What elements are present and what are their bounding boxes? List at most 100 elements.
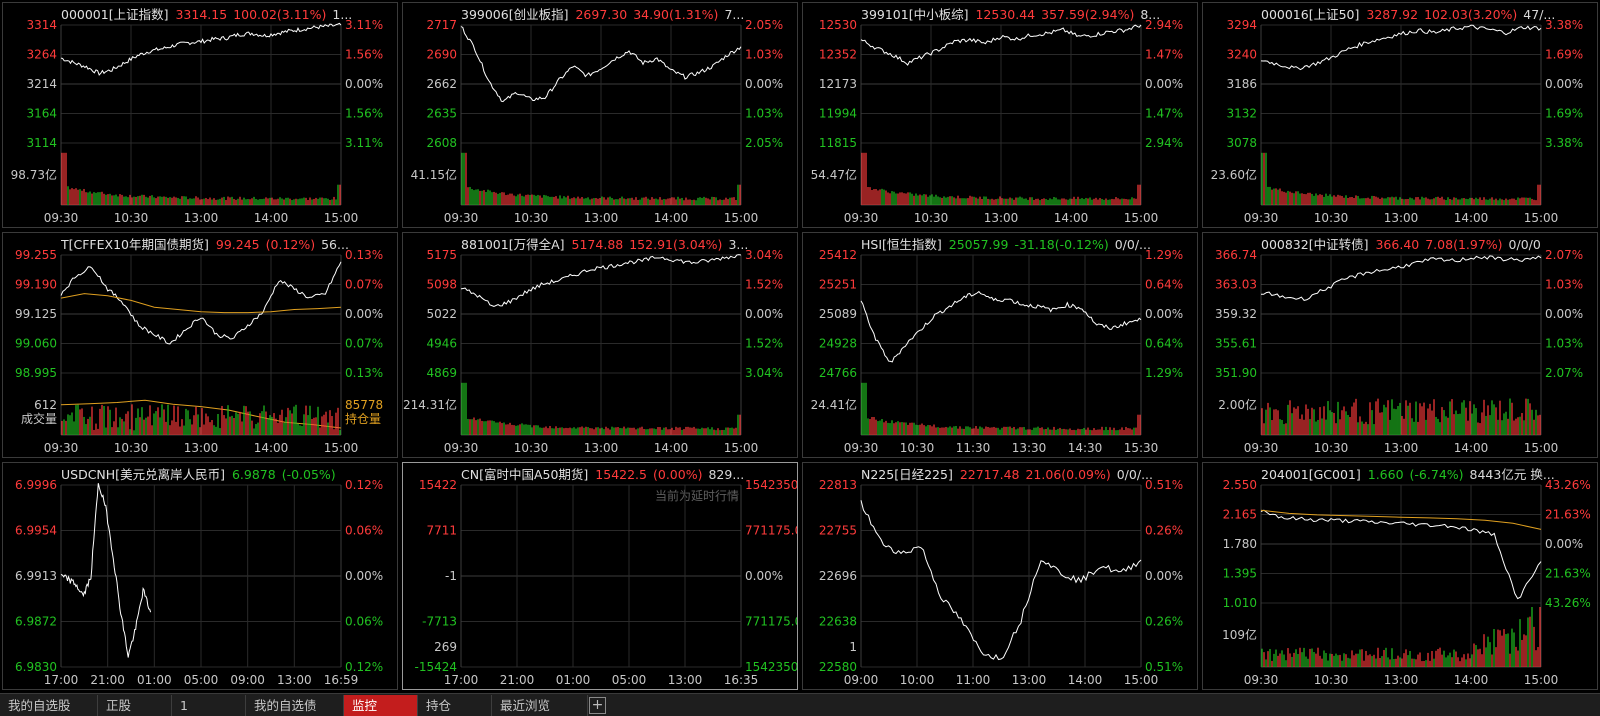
last-price: 25057.99 <box>948 237 1009 252</box>
last-price: 2697.30 <box>575 7 628 22</box>
panel-header: CN[富时中国A50期货] 15422.5 (0.00%) 829... <box>461 467 797 483</box>
pct-tick-label: 3.11% <box>345 18 383 32</box>
pct-tick-label: 0.00% <box>745 307 783 321</box>
pct-tick-label: 1.29% <box>1145 366 1183 380</box>
tab-my-stocks[interactable]: 我的自选股 <box>0 695 98 716</box>
price-change: (-0.05%) <box>281 467 336 482</box>
tab-recent[interactable]: 最近浏览 <box>492 695 588 716</box>
x-tick-label: 15:00 <box>724 211 759 225</box>
y-tick-label: 3114 <box>26 136 57 150</box>
y-tick-label: 24.41亿 <box>811 397 857 412</box>
y-tick-label: 612 <box>34 398 57 412</box>
x-tick-label: 09:30 <box>444 441 479 455</box>
y-tick-label: -15424 <box>414 660 457 674</box>
y-tick-label: 11994 <box>819 107 857 121</box>
x-tick-label: 14:00 <box>1068 673 1103 687</box>
quote-panel[interactable]: HSI[恒生指数] 25057.99 -31.18(-0.12%) 0/0/... 25… <box>802 232 1198 458</box>
tab-positions[interactable]: 持仓 <box>418 695 492 716</box>
x-tick-label: 05:00 <box>184 673 219 687</box>
price-change: 100.02(3.11%) <box>233 7 327 22</box>
security-code: 000832[中证转债] <box>1261 237 1369 252</box>
average-line <box>1260 509 1542 530</box>
y-tick-label: 363.03 <box>1215 278 1257 292</box>
x-tick-label: 14:00 <box>654 211 689 225</box>
y-tick-label: 54.47亿 <box>811 167 857 182</box>
quote-panel[interactable]: 000001[上证指数] 3314.15 100.02(3.11%) 1... 3314… <box>2 2 398 228</box>
y-tick-label: 3240 <box>1226 48 1257 62</box>
intraday-chart: 2717 2690 2662 2635 2608 41.15亿 2.05% 1.03% 0.00… <box>411 18 783 225</box>
plus-icon[interactable]: + <box>589 697 606 714</box>
x-tick-label: 09:30 <box>44 211 79 225</box>
intraday-chart: 6.9996 6.9954 6.9913 6.9872 6.9830 0.12% 0.06%… <box>15 478 383 687</box>
pct-tick-label: 1.47% <box>1145 107 1183 121</box>
quote-panel[interactable]: 399101[中小板综] 12530.44 357.59(2.94%) 8... 125… <box>802 2 1198 228</box>
x-tick-label: 21:00 <box>90 673 125 687</box>
x-tick-label: 09:00 <box>844 673 879 687</box>
y-tick-label: 15422 <box>419 478 457 492</box>
pct-tick-label: 21.63% <box>1545 567 1591 581</box>
x-tick-label: 13:00 <box>184 441 219 455</box>
panel-header: 399101[中小板综] 12530.44 357.59(2.94%) 8... <box>861 7 1197 23</box>
tab-monitor[interactable]: 监控 <box>344 695 418 716</box>
pct-tick-label: 0.00% <box>745 569 783 583</box>
pct-tick-label: 771175.0... <box>745 615 798 629</box>
x-tick-label: 10:30 <box>114 211 149 225</box>
pct-tick-label: 0.13% <box>345 248 383 262</box>
y-tick-label: 12352 <box>819 48 857 62</box>
quote-panel[interactable]: 204001[GC001] 1.660 (-6.74%) 8443亿元 换... 2.5… <box>1202 462 1598 690</box>
y-tick-label: 2.00亿 <box>1218 397 1257 412</box>
y-tick-label: 99.255 <box>15 248 57 262</box>
y-tick-label: 2662 <box>426 77 457 91</box>
intraday-chart: 5175 5098 5022 4946 4869 214.31亿 3.04% 1.52% 0.0… <box>403 248 783 455</box>
quote-panel[interactable]: USDCNH[美元兑离岸人民币] 6.9878 (-0.05%) 6.9996 6.99… <box>2 462 398 690</box>
tab-label: 1 <box>180 698 188 713</box>
y-tick-label: 24928 <box>819 337 857 351</box>
extra-info: 0/0/... <box>1116 467 1153 482</box>
y-tick-label: 2690 <box>426 48 457 62</box>
y-tick-label: 1.780 <box>1223 537 1257 551</box>
x-tick-label: 15:00 <box>324 441 359 455</box>
security-code: 399006[创业板指] <box>461 7 569 22</box>
quote-panel[interactable]: CN[富时中国A50期货] 15422.5 (0.00%) 829... 当前为延时行情… <box>402 462 798 690</box>
quote-panel[interactable]: 881001[万得全A] 5174.88 152.91(3.04%) 3... 5175… <box>402 232 798 458</box>
x-tick-label: 16:59 <box>324 673 359 687</box>
quote-panel[interactable]: 000016[上证50] 3287.92 102.03(3.20%) 47/... 32… <box>1202 2 1598 228</box>
x-tick-label: 14:00 <box>1054 211 1089 225</box>
y-tick-label: 12173 <box>819 77 857 91</box>
y-tick-label: 11815 <box>819 136 857 150</box>
pct-tick-label: 0.06% <box>345 524 383 538</box>
pct-tick-label: 0.00% <box>1145 569 1183 583</box>
security-code: T[CFFEX10年期国债期货] <box>61 237 209 252</box>
y-tick-label: 1 <box>849 640 857 654</box>
last-price: 6.9878 <box>231 467 276 482</box>
price-line <box>860 24 1142 66</box>
pct-tick-label: 1.52% <box>745 278 783 292</box>
quote-panel[interactable]: 000832[中证转债] 366.40 7.08(1.97%) 0/0/0 366.74… <box>1202 232 1598 458</box>
x-tick-label: 17:00 <box>444 673 479 687</box>
price-change: 152.91(3.04%) <box>629 237 723 252</box>
x-tick-label: 10:30 <box>900 441 935 455</box>
x-tick-label: 15:00 <box>1124 211 1159 225</box>
x-tick-label: 14:00 <box>1454 673 1489 687</box>
quote-panel[interactable]: 399006[创业板指] 2697.30 34.90(1.31%) 7... 2717 2… <box>402 2 798 228</box>
pct-tick-label: 2.07% <box>1545 366 1583 380</box>
x-tick-label: 13:00 <box>184 211 219 225</box>
y-tick-label: 22580 <box>819 660 857 674</box>
quote-panel[interactable]: T[CFFEX10年期国债期货] 99.245 (0.12%) 56... 99.255… <box>2 232 398 458</box>
y-tick-label: 2717 <box>426 18 457 32</box>
extra-info: 0/0/... <box>1114 237 1151 252</box>
last-price: 5174.88 <box>571 237 624 252</box>
last-price: 15422.5 <box>595 467 647 482</box>
x-tick-label: 14:00 <box>254 211 289 225</box>
y-tick-label: 3214 <box>26 77 57 91</box>
tab-1[interactable]: 1 <box>172 695 246 716</box>
security-code: N225[日经225] <box>861 467 953 482</box>
pct-tick-label: 1.69% <box>1545 48 1583 62</box>
tab-underlying[interactable]: 正股 <box>98 695 172 716</box>
quote-panel[interactable]: N225[日经225] 22717.48 21.06(0.09%) 0/0/... 22… <box>802 462 1198 690</box>
last-price: 3287.92 <box>1366 7 1419 22</box>
tab-my-bonds[interactable]: 我的自选债 <box>246 695 344 716</box>
y-tick-label: 2.550 <box>1223 478 1257 492</box>
pct-tick-label: 21.63% <box>1545 508 1591 522</box>
x-tick-label: 13:00 <box>1384 441 1419 455</box>
